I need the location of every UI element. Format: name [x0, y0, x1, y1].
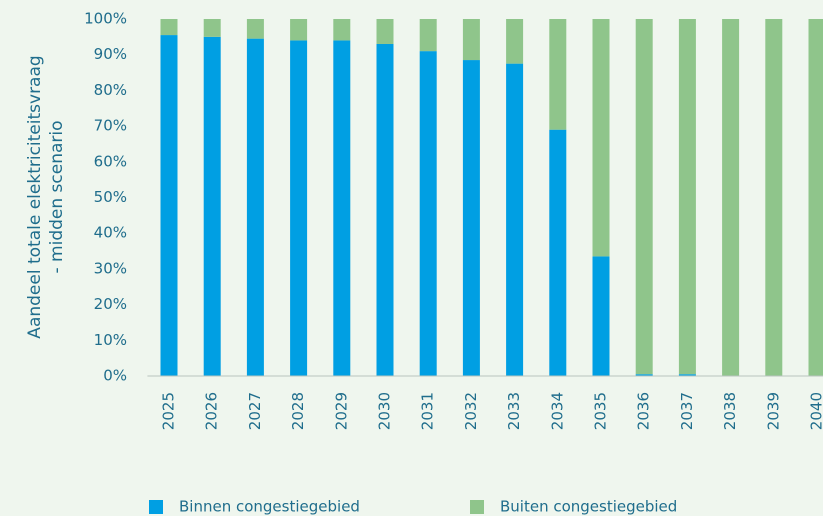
bar-segment [635, 19, 653, 375]
y-tick-label: 100% [84, 10, 127, 28]
bar-segment [592, 256, 610, 376]
y-tick-label: 90% [94, 45, 127, 63]
x-tick-label: 2036 [635, 392, 653, 430]
bar-segment [506, 19, 524, 64]
bar-segment [678, 374, 696, 376]
legend-label: Binnen congestiegebied [179, 498, 360, 516]
x-tick-label: 2039 [764, 392, 782, 430]
x-tick-label: 2025 [160, 392, 178, 430]
y-tick-label: 10% [94, 331, 127, 349]
y-tick-label: 40% [94, 224, 127, 242]
bar-segment [203, 36, 221, 376]
bar-segment [246, 19, 264, 39]
x-tick-label: 2026 [203, 392, 221, 430]
bar-segment [506, 63, 524, 376]
bar-segment [203, 19, 221, 37]
y-tick-label: 60% [94, 152, 127, 170]
x-tick-label: 2031 [419, 392, 437, 430]
bar-segment [160, 35, 178, 376]
bar-segment [290, 40, 308, 377]
legend-swatch [149, 500, 163, 514]
y-tick-label: 70% [94, 117, 127, 135]
bar-segment [635, 374, 653, 376]
y-axis-label: - midden scenario [47, 120, 67, 273]
x-tick-label: 2027 [246, 392, 264, 430]
y-tick-label: 0% [103, 367, 127, 385]
bar-segment [290, 19, 308, 41]
bar-segment [549, 129, 567, 376]
bar-segment [722, 19, 740, 376]
y-tick-label: 80% [94, 81, 127, 99]
x-tick-label: 2034 [548, 392, 566, 430]
bar-segment [376, 19, 394, 44]
bar-segment [376, 43, 394, 377]
y-tick-label: 30% [94, 259, 127, 277]
bar-segment [765, 19, 783, 376]
bar-segment [592, 19, 610, 257]
bar-segment [333, 19, 351, 41]
bar-segment [462, 60, 480, 377]
legend-label: Buiten congestiegebied [500, 498, 677, 516]
bar-segment [160, 19, 178, 36]
bar-segment [549, 19, 567, 130]
x-tick-label: 2038 [721, 392, 739, 430]
y-tick-label: 20% [94, 295, 127, 313]
x-tick-label: 2037 [678, 392, 696, 430]
bar-segment [246, 38, 264, 376]
x-tick-label: 2030 [376, 392, 394, 430]
y-axis-label: Aandeel totale elektriciteitsvraag [25, 55, 45, 338]
bar-segment [333, 40, 351, 377]
bar-segment [419, 51, 437, 376]
x-tick-label: 2028 [289, 392, 307, 430]
bar-segment [808, 19, 823, 376]
bar-segment [462, 19, 480, 61]
bar-segment [678, 19, 696, 375]
y-tick-label: 50% [94, 188, 127, 206]
legend-swatch [470, 500, 484, 514]
bar-segment [419, 19, 437, 52]
x-tick-label: 2040 [808, 392, 823, 430]
x-tick-label: 2035 [592, 392, 610, 430]
x-tick-label: 2033 [505, 392, 523, 430]
x-tick-label: 2029 [332, 392, 350, 430]
x-tick-label: 2032 [462, 392, 480, 430]
